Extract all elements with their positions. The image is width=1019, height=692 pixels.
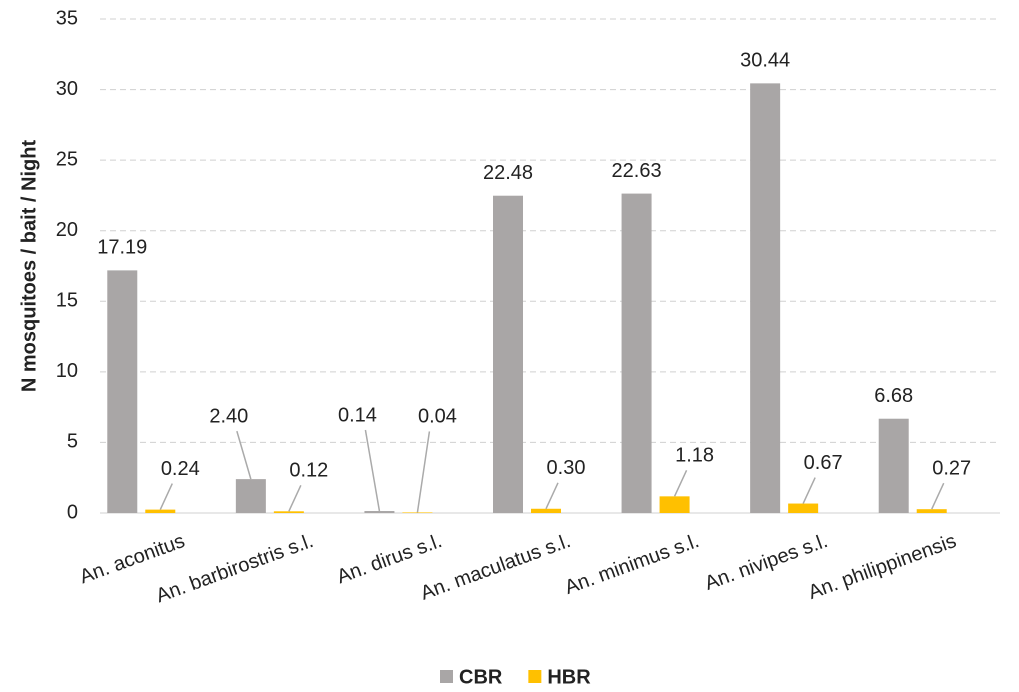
bar [750,83,781,513]
bar [273,511,304,513]
legend-label: CBR [459,666,503,688]
bar [878,418,909,513]
bar [145,509,176,513]
leader-line [288,484,302,512]
y-tick-label: 20 [56,219,78,241]
data-label: 30.44 [740,50,790,72]
data-label: 2.40 [209,405,248,427]
leader-line [931,482,945,510]
leader-line [673,470,688,497]
leader-line [545,482,559,510]
legend-swatch [528,670,542,683]
bar [364,511,395,513]
leader-line [802,477,816,504]
bar [402,512,433,513]
y-tick-label: 35 [56,7,78,29]
data-label: 0.67 [804,452,843,474]
bar [235,479,266,513]
y-tick-label: 0 [67,501,78,523]
y-tick-label: 15 [56,290,78,312]
data-label: 0.04 [418,406,457,428]
leader-line [236,430,252,480]
bar [788,503,819,513]
y-tick-label: 25 [56,148,78,170]
leader-line [159,483,173,510]
legend-label: HBR [547,666,591,688]
data-label: 1.18 [675,445,714,467]
y-tick-label: 5 [67,431,78,453]
data-label: 22.48 [483,162,533,184]
data-label: 22.63 [612,160,662,182]
bar [621,193,652,513]
x-tick-label: An. philippinensis [805,530,959,604]
y-axis-title: N mosquitoes / bait / Night [18,140,40,393]
y-tick-label: 30 [56,78,78,100]
leader-line [364,429,381,512]
data-label: 6.68 [874,385,913,407]
bar [916,509,947,513]
data-label: 17.19 [97,237,147,259]
data-label: 0.12 [289,460,328,482]
leader-line [416,431,431,513]
data-label: 0.24 [161,458,200,480]
bar [493,195,523,513]
bar [107,270,138,513]
bar [531,508,561,513]
data-label: 0.14 [338,404,377,426]
bar [659,496,690,513]
data-label: 0.27 [932,457,971,479]
legend-swatch [440,670,453,683]
y-tick-label: 10 [56,360,78,382]
data-label: 0.30 [547,457,586,479]
x-tick-label: An. minimus s.l. [562,530,702,599]
